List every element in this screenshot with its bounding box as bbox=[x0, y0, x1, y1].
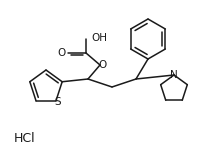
Text: O: O bbox=[58, 48, 66, 58]
Text: O: O bbox=[99, 60, 107, 70]
Text: S: S bbox=[55, 97, 61, 107]
Text: N: N bbox=[170, 70, 178, 80]
Text: OH: OH bbox=[91, 33, 107, 43]
Text: HCl: HCl bbox=[14, 132, 36, 145]
